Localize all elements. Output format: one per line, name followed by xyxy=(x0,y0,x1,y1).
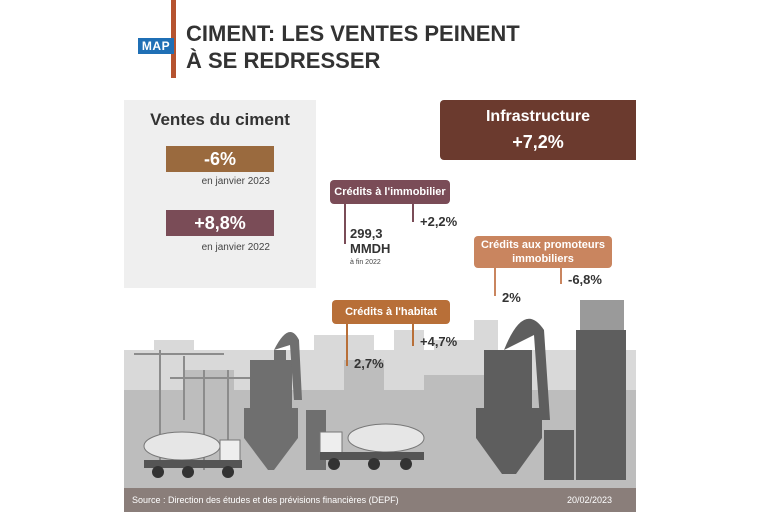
credits-habitat-value-b: +4,7% xyxy=(420,334,458,349)
sales-2023-value: -6% xyxy=(166,146,274,172)
infrastructure-label: Infrastructure xyxy=(485,108,591,125)
date-text: 20/02/2023 xyxy=(566,495,612,505)
sales-heading: Ventes du ciment xyxy=(150,110,290,129)
credits-promoteurs-label-1: Crédits aux promoteurs xyxy=(480,239,606,251)
industrial-background xyxy=(124,300,636,490)
connector-line xyxy=(412,324,414,346)
credits-habitat-value-a: 2,7% xyxy=(354,356,384,371)
infrastructure-value: +7,2% xyxy=(512,132,564,152)
sales-2022-value: +8,8% xyxy=(166,210,274,236)
connector-line xyxy=(344,204,346,244)
page-title: CIMENT: LES VENTES PEINENT À SE REDRESSE… xyxy=(186,20,626,74)
credits-promoteurs-tag: Crédits aux promoteurs immobiliers xyxy=(474,236,612,268)
credits-immobilier-note: à fin 2022 xyxy=(350,259,381,266)
credits-habitat-tag: Crédits à l'habitat xyxy=(332,300,450,324)
sales-2023-label: en janvier 2023 xyxy=(201,176,270,187)
sales-2022-label: en janvier 2022 xyxy=(201,242,270,253)
credits-immobilier-amount: 299,3 xyxy=(350,226,383,241)
connector-line xyxy=(494,268,496,296)
infrastructure-box: Infrastructure +7,2% xyxy=(440,100,636,160)
credits-promoteurs-label-2: immobiliers xyxy=(512,253,574,265)
title-line-2: À SE REDRESSER xyxy=(186,48,381,73)
connector-line xyxy=(560,268,562,284)
map-logo: MAP xyxy=(138,38,174,54)
source-text: Source : Direction des études et des pré… xyxy=(132,495,399,505)
credits-immobilier-unit: MMDH xyxy=(350,241,391,256)
credits-immobilier-tag: Crédits à l'immobilier xyxy=(330,180,450,204)
connector-line xyxy=(412,204,414,222)
credits-promoteurs-value-b: -6,8% xyxy=(568,272,602,287)
credits-promoteurs-value-a: 2% xyxy=(502,290,521,305)
infographic: MAP CIMENT: LES VENTES PEINENT À SE REDR… xyxy=(124,0,636,512)
sales-panel: Ventes du ciment -6% en janvier 2023 +8,… xyxy=(124,100,316,288)
connector-line xyxy=(346,324,348,366)
title-line-1: CIMENT: LES VENTES PEINENT xyxy=(186,21,520,46)
credits-immobilier-change: +2,2% xyxy=(420,214,458,229)
footer: Source : Direction des études et des pré… xyxy=(124,488,636,512)
